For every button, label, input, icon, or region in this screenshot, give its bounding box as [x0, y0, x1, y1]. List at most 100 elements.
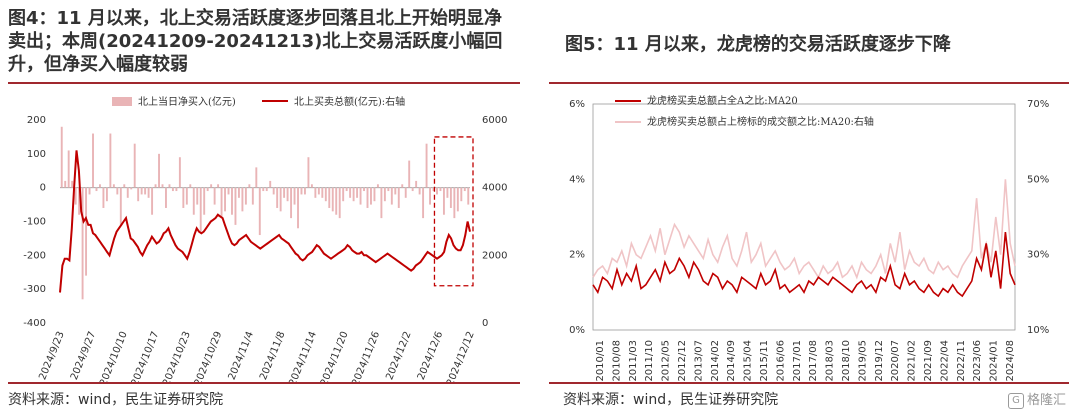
right-y2axis-tick: 10% [1027, 325, 1049, 336]
net-buy-bar [411, 187, 414, 192]
net-buy-bar [64, 180, 67, 188]
net-buy-bar [130, 187, 133, 190]
net-buy-bar [203, 187, 206, 215]
right-xaxis-tick: 2023/06 [972, 340, 983, 382]
net-buy-bar [196, 187, 199, 205]
net-buy-bar [262, 187, 265, 192]
net-buy-bar [105, 187, 108, 202]
net-buy-bar [453, 187, 456, 219]
right-xaxis-tick: 2021/02 [907, 340, 918, 382]
left-xaxis-tick: 2024/12/12 [445, 330, 477, 382]
right-xaxis-tick: 2024/01 [989, 340, 1000, 382]
right-xaxis-tick: 2021/09 [923, 340, 934, 382]
left-xaxis-tick: 2024/11/14 [287, 330, 319, 382]
net-buy-bar [185, 187, 188, 205]
net-buy-bar [140, 187, 143, 195]
net-buy-bar [404, 187, 407, 198]
net-buy-bar [345, 187, 348, 192]
right-chart-title: 图5：11 月以来，龙虎榜的交易活跃度逐步下降 [565, 34, 951, 55]
net-buy-bar [220, 187, 223, 219]
net-buy-bar [356, 187, 359, 198]
net-buy-bar [335, 187, 338, 215]
net-buy-bar [237, 187, 240, 198]
net-buy-bar [321, 187, 324, 198]
net-buy-bar [81, 187, 84, 300]
right-xaxis-tick: 2016/06 [775, 340, 786, 382]
net-buy-bar [151, 187, 154, 215]
net-buy-bar [422, 187, 425, 219]
right-xaxis-tick: 2019/12 [874, 340, 885, 382]
net-buy-bar [255, 167, 258, 188]
net-buy-bar [147, 187, 150, 198]
net-buy-bar [265, 187, 268, 192]
left-yaxis-tick: 0 [40, 183, 46, 194]
right-xaxis-tick: 2014/02 [710, 340, 721, 382]
left-y2axis-tick: 6000 [482, 115, 507, 126]
net-buy-bar [380, 187, 383, 219]
net-buy-bar [359, 187, 362, 205]
right-xaxis-tick: 2011/03 [628, 340, 639, 382]
net-buy-bar [241, 187, 244, 212]
left-xaxis-tick: 2024/10/17 [130, 330, 162, 382]
net-buy-bar [85, 187, 88, 276]
left-yaxis-tick: 100 [27, 149, 46, 160]
net-buy-bar [206, 187, 209, 192]
net-buy-bar [370, 187, 372, 205]
left-xaxis-tick: 2024/10/10 [98, 330, 130, 382]
net-buy-bar [67, 150, 70, 188]
net-buy-bar [394, 187, 397, 195]
right-y2axis-tick: 50% [1027, 174, 1049, 185]
left-source-note: 资料来源：wind，民生证券研究院 [8, 392, 224, 408]
left-y2axis-tick: 0 [482, 318, 488, 329]
net-buy-bar [331, 187, 334, 212]
right-xaxis-tick: 2013/07 [693, 340, 704, 382]
legend-label-line: 北上买卖总额(亿元):右轴 [294, 95, 405, 108]
left-xaxis-tick: 2024/10/23 [161, 330, 193, 382]
right-xaxis-tick: 2011/10 [644, 340, 655, 382]
net-buy-bar [449, 187, 452, 208]
net-buy-bar [460, 187, 463, 202]
net-buy-bar [317, 187, 320, 195]
net-buy-bar [244, 187, 247, 205]
net-buy-bar [300, 187, 303, 195]
net-buy-bar [283, 187, 286, 198]
legend-label-secondary: 龙虎榜买卖总额占上榜标的成交额之比:MA20:右轴 [647, 115, 874, 128]
right-chart-svg: 6% 4% 2% 0% 70% 50% 30% 10% 2010/01 2010/08 2011/0… [569, 94, 1049, 382]
net-buy-bar [227, 187, 230, 195]
net-buy-bar [217, 184, 220, 188]
right-xaxis-tick: 2012/05 [661, 340, 672, 382]
left-yaxis-tick: -200 [23, 250, 46, 261]
net-buy-bar [408, 160, 411, 188]
right-bottom-rule [549, 382, 1069, 384]
net-buy-bar [272, 187, 275, 195]
net-buy-bar [307, 157, 310, 188]
right-xaxis-tick: 2022/11 [956, 340, 967, 382]
right-title-rule [549, 82, 1069, 84]
left-y2axis-tick: 4000 [482, 183, 507, 194]
right-xaxis-tick: 2018/10 [841, 340, 852, 382]
net-buy-bar [133, 143, 136, 188]
net-buy-bar [436, 187, 438, 195]
right-xaxis-tick: 2022/04 [939, 340, 950, 382]
left-xaxis-tick: 2024/11/26 [350, 330, 382, 382]
net-buy-bar [324, 187, 327, 202]
left-yaxis-tick: 200 [27, 115, 46, 126]
left-yaxis-tick: -400 [23, 318, 46, 329]
left-chart-svg: 200 100 0 -100 -200 -300 -400 6000 4000 2000 0 2024… [23, 95, 507, 382]
net-buy-bar [234, 187, 237, 225]
right-xaxis-tick: 2017/08 [808, 340, 819, 382]
right-xaxis-tick: 2018/03 [825, 340, 836, 382]
legend-label-primary: 龙虎榜买卖总额占全A之比:MA20 [647, 94, 798, 107]
turnover-line [59, 150, 471, 293]
net-buy-bar [429, 187, 431, 205]
right-xaxis-tick: 2014/09 [726, 340, 737, 382]
net-buy-bar [363, 187, 365, 192]
right-xaxis-tick: 2010/01 [595, 340, 606, 382]
net-buy-bar [397, 187, 400, 208]
left-chart-title: 图4：11 月以来，北上交易活跃度逐步回落且北上开始明显净卖出；本周(20241… [8, 8, 503, 75]
net-buy-bar [95, 187, 98, 192]
right-yaxis-tick: 6% [569, 99, 585, 110]
net-buy-bar [439, 187, 442, 192]
right-chart-panel: 图5：11 月以来，龙虎榜的交易活跃度逐步下降 6% 4% 2% 0% 70% 50% 30… [545, 0, 1080, 412]
net-buy-bar [119, 187, 122, 225]
